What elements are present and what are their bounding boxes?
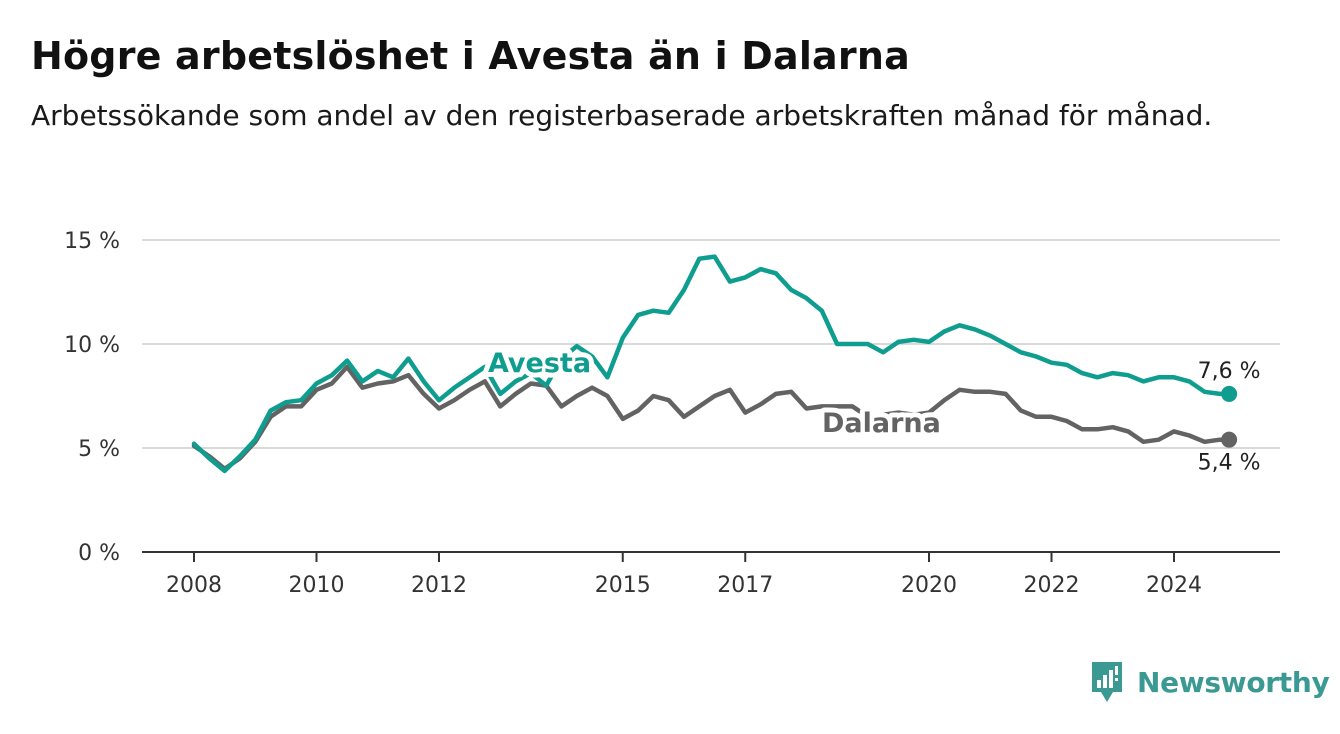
x-tick-label: 2020 — [901, 573, 957, 598]
chart-subtitle: Arbetssökande som andel av den registerb… — [31, 99, 1213, 132]
series-label-dalarna-halo: Dalarna — [822, 408, 941, 439]
x-tick-label: 2015 — [595, 573, 651, 598]
end-point-dalarna — [1221, 431, 1238, 448]
x-tick-label: 2022 — [1024, 573, 1080, 598]
end-label-avesta: 7,6 % — [1198, 359, 1261, 384]
newsworthy-icon — [1092, 662, 1122, 702]
x-tick-label: 2008 — [166, 573, 222, 598]
series-label-avesta-halo: Avesta — [488, 348, 591, 379]
y-tick-label: 10 % — [64, 333, 120, 358]
gridlines — [142, 239, 1280, 449]
series-label-dalarna: Dalarna — [822, 408, 941, 439]
x-tick-label: 2024 — [1146, 573, 1202, 598]
end-point-avesta — [1221, 385, 1238, 402]
y-tick-label: 5 % — [78, 437, 120, 462]
newsworthy-logo: Newsworthy — [1089, 660, 1330, 704]
brand-name: Newsworthy — [1137, 665, 1330, 699]
series-line-dalarna — [191, 364, 1232, 472]
x-tick-label: 2017 — [717, 573, 773, 598]
series-label-avesta: Avesta — [488, 348, 591, 379]
series-lines — [191, 254, 1238, 474]
y-tick-label: 15 % — [64, 229, 120, 254]
x-tick-label: 2010 — [289, 573, 345, 598]
axes: 0 % 5 % 10 % 15 % 2008 2010 2012 2015 2017 2020 20… — [64, 229, 1280, 598]
x-tick-label: 2012 — [411, 573, 467, 598]
y-tick-label: 0 % — [78, 541, 120, 566]
chart-title: Högre arbetslöshet i Avesta än i Dalarna — [31, 34, 910, 78]
end-label-dalarna: 5,4 % — [1198, 451, 1261, 476]
series-line-avesta — [191, 254, 1232, 474]
